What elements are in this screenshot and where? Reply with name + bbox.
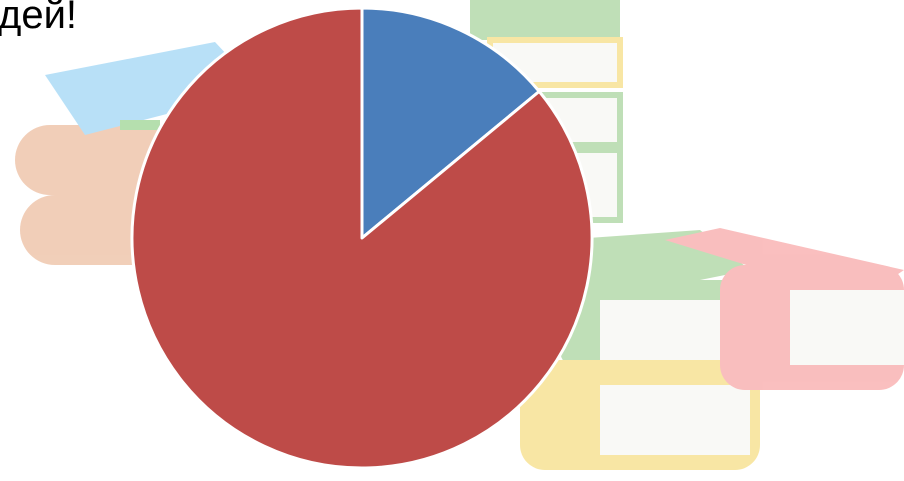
pie (130, 6, 594, 470)
title: дей! (0, 0, 77, 37)
pie-slice (360, 6, 541, 240)
book (45, 42, 260, 135)
book-pages (600, 385, 750, 455)
pie-slice (130, 6, 594, 470)
book (470, 0, 620, 40)
bookmark (120, 120, 160, 130)
book-pages (790, 290, 904, 365)
